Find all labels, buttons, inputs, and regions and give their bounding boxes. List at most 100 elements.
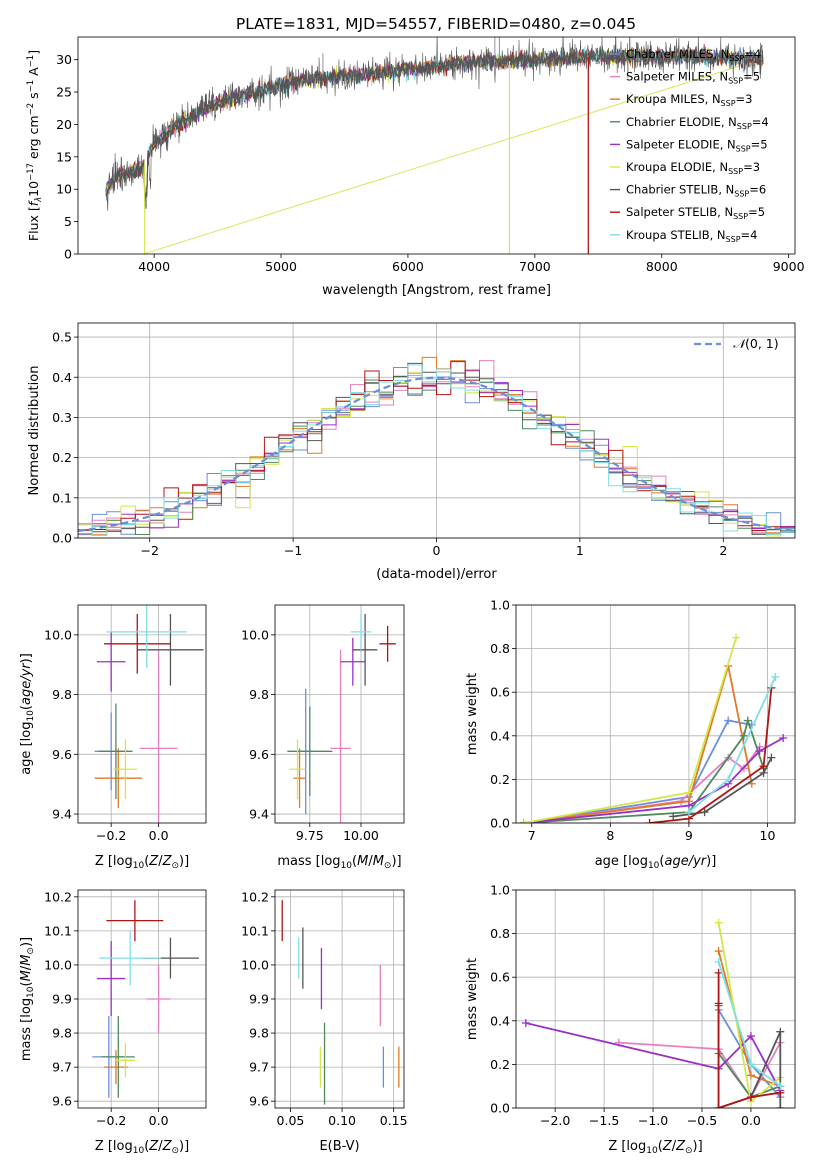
label-part: )] <box>19 653 34 663</box>
label-part: Z [log <box>608 1139 646 1154</box>
x-tick-label: 10.00 <box>343 828 379 843</box>
weight-marker <box>746 1071 755 1080</box>
label-part: M <box>357 854 368 869</box>
x-axis-label: Z [log10(Z/Z⊙)] <box>95 1139 189 1156</box>
axes-mass_vs_EBV: 0.05 0.10 0.15 9.6 9.7 9.8 9.9 10.0 10.1 10.2 E(B-… <box>241 889 407 1154</box>
weight-series-8 <box>688 676 777 813</box>
weight-marker <box>519 819 528 823</box>
axes-frame <box>274 604 405 824</box>
subscript: 10 <box>341 861 353 871</box>
x-tick-label: 0.0 <box>149 1113 169 1128</box>
weight-marker <box>700 808 709 817</box>
y-tick-label: 10.2 <box>44 889 72 904</box>
legend-n: =5 <box>751 137 768 151</box>
label-part: ( <box>144 854 149 869</box>
y-tick-label: 10.0 <box>44 957 72 972</box>
label-part: / <box>672 1139 677 1154</box>
weight-marker <box>684 808 693 817</box>
y-axis-label: Flux [fλ10−17 erg cm−2 s−1 A−1] <box>26 50 44 241</box>
weight-marker <box>776 1027 785 1036</box>
y-tick-label: 0.6 <box>490 685 510 700</box>
weight-marker <box>771 672 780 681</box>
label-part: Chabrier MILES, N <box>626 47 729 61</box>
x-tick-label: 9.75 <box>296 828 324 843</box>
weight-marker <box>714 918 723 927</box>
label-part: erg cm <box>26 115 41 163</box>
x-axis-label: Z [log10(Z/Z⊙)] <box>608 1139 702 1156</box>
x-axis-label: wavelength [Angstrom, rest frame] <box>322 283 551 298</box>
label-part: age/yr <box>19 662 34 705</box>
label-part: ( <box>144 1139 149 1154</box>
label-part: 10 <box>26 181 41 197</box>
label-part: s <box>26 92 41 103</box>
weight-series-7 <box>717 972 781 1108</box>
y-tick-label: 9.6 <box>249 747 269 762</box>
legend-label-6: Chabrier STELIB, NSSP=6 <box>626 183 766 199</box>
label-part: Chabrier ELODIE, N <box>626 115 737 129</box>
legend-n: =3 <box>736 92 753 106</box>
x-tick-label: 7000 <box>519 259 551 274</box>
x-tick-label: −0.2 <box>96 828 126 843</box>
legend-sub: SSP <box>737 122 752 131</box>
y-tick-label: 9.6 <box>52 747 72 762</box>
y-tick-label: 0.5 <box>52 330 72 345</box>
weight-marker <box>739 731 748 740</box>
label-part: M <box>19 970 34 981</box>
axes-frame <box>77 604 207 824</box>
y-tick-label: 10 <box>56 182 72 197</box>
axes-frame <box>515 604 796 824</box>
plot-area-weight_vs_Z <box>521 918 785 1108</box>
label-part: mass [log <box>19 998 34 1061</box>
axes-frame <box>515 889 796 1109</box>
y-tick-label: 0.4 <box>52 370 72 385</box>
y-tick-label: 0.0 <box>490 1101 510 1116</box>
weight-marker <box>759 762 768 771</box>
axes-frame <box>274 889 405 1109</box>
y-axis-label: mass weight <box>465 958 480 1040</box>
axes-spectrum: 4000 5000 6000 7000 8000 9000 0 5 10 15 20 25 30 Chab… <box>26 36 805 298</box>
label-part: Z <box>148 1139 159 1154</box>
weight-marker <box>714 1104 723 1108</box>
plot-area-mass_vs_EBV <box>281 900 400 1105</box>
label-part: Salpeter ELODIE, N <box>626 137 736 151</box>
y-tick-label: 9.9 <box>249 992 269 1007</box>
x-tick-label: 9 <box>685 828 693 843</box>
label-part: Z <box>662 1139 673 1154</box>
label-part: ] <box>26 50 41 55</box>
y-tick-label: 0.8 <box>490 641 510 656</box>
y-tick-label: 0.6 <box>490 970 510 985</box>
y-tick-label: 9.9 <box>52 992 72 1007</box>
y-tick-label: 9.4 <box>52 807 72 822</box>
legend-sub: SSP <box>728 77 743 86</box>
superscript: −1 <box>26 80 36 93</box>
x-tick-label: 5000 <box>265 259 297 274</box>
plot-area-age_vs_Z <box>94 605 204 823</box>
subscript: 10 <box>648 861 660 871</box>
weight-series-7 <box>649 687 773 823</box>
axes-frame <box>77 889 207 1109</box>
label-part: )] <box>391 854 401 869</box>
y-tick-label: 10.0 <box>44 627 72 642</box>
histogram-series-8 <box>78 364 795 536</box>
x-tick-label: 4000 <box>138 259 170 274</box>
subscript: ⊙ <box>685 1146 693 1156</box>
label-part: ( <box>659 854 664 869</box>
label-part: )] <box>179 1139 189 1154</box>
y-tick-label: 0.4 <box>490 728 510 743</box>
legend-label-8: Kroupa STELIB, NSSP=4 <box>626 228 757 244</box>
x-tick-label: 0 <box>433 543 441 558</box>
y-tick-label: 10.1 <box>44 923 72 938</box>
weight-marker <box>714 947 723 956</box>
y-tick-label: 0.4 <box>490 1013 510 1028</box>
histogram-series-2 <box>78 356 795 536</box>
weight-marker <box>645 819 654 823</box>
x-tick-label: 0.05 <box>277 1113 305 1128</box>
label-part: mass weight <box>465 958 480 1040</box>
x-tick-label: 8000 <box>646 259 678 274</box>
weight-marker <box>776 1104 785 1108</box>
axes-residuals: −2 −1 0 1 2 0.0 0.1 0.2 0.3 0.4 0.5 𝒩(0, 1) (data-mo… <box>27 322 796 582</box>
subscript: ⊙ <box>384 861 392 871</box>
subscript: ⊙ <box>171 861 179 871</box>
superscript: −2 <box>26 103 36 116</box>
